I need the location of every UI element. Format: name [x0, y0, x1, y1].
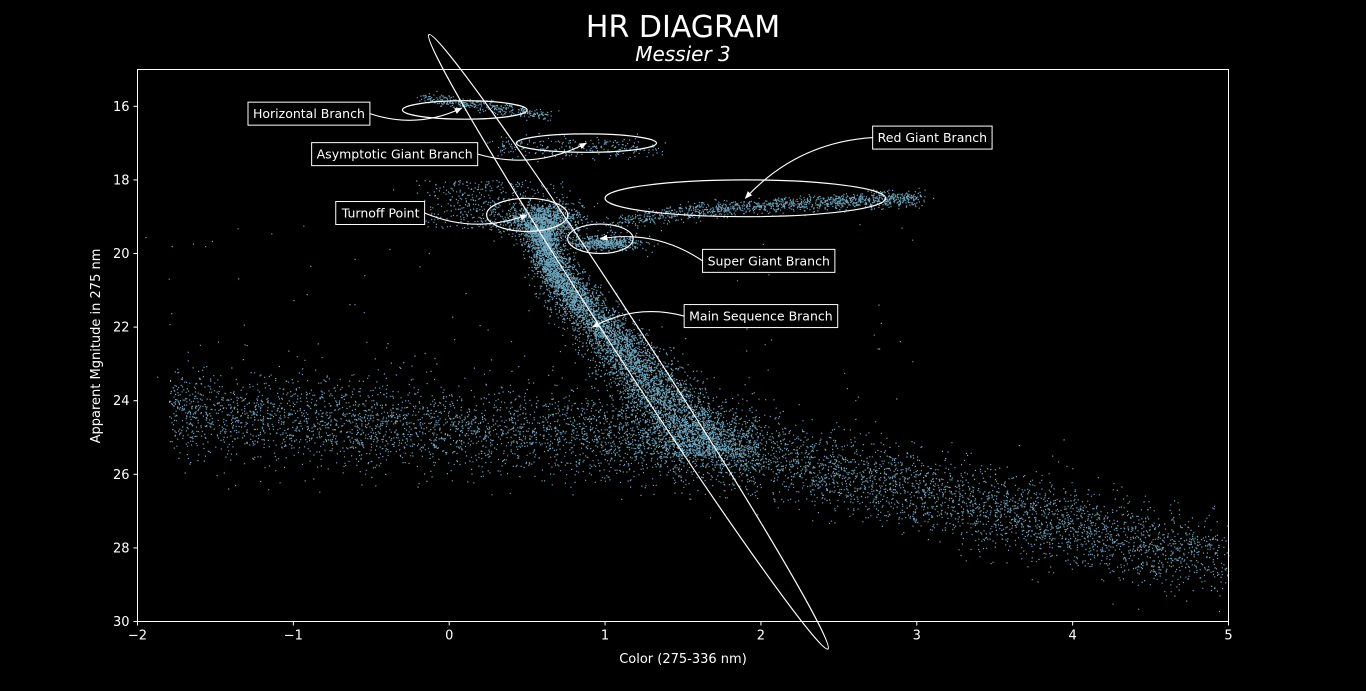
- annotation-ellipse: [515, 133, 658, 153]
- x-tick-label: 1: [601, 629, 609, 644]
- annotation-item: Horizontal Branch: [247, 100, 528, 126]
- annotation-item: Super Giant Branch: [567, 223, 836, 273]
- y-axis-ticks: 16 18 20 22 24 26 28 30: [113, 100, 138, 630]
- x-tick-label: 3: [913, 629, 921, 644]
- annotation-ellipse: [486, 197, 569, 233]
- annotation-label: Horizontal Branch: [253, 106, 365, 121]
- annotation-ellipse: [401, 100, 528, 120]
- branch-annotations: Horizontal Branch Asymptotic Giant Branch…: [247, 33, 993, 650]
- annotation-label: Turnoff Point: [341, 206, 420, 221]
- plot-frame: [137, 69, 1229, 622]
- annotation-ellipse: [604, 179, 887, 218]
- y-tick-label: 16: [113, 100, 130, 115]
- x-axis-label: Color (275-336 nm): [619, 652, 747, 667]
- x-tick-label: 2: [757, 629, 765, 644]
- x-tick-label: 0: [445, 629, 453, 644]
- y-axis-label: Apparent Mgnitude in 275 nm: [89, 249, 104, 444]
- chart-subtitle: Messier 3: [635, 42, 731, 66]
- x-tick-label: −2: [128, 629, 147, 644]
- annotation-arrow: [591, 311, 685, 328]
- annotation-arrow: [424, 212, 528, 225]
- annotation-label: Main Sequence Branch: [689, 309, 833, 324]
- annotation-item: Main Sequence Branch: [427, 33, 839, 650]
- chart-title: HR DIAGRAM: [586, 10, 780, 45]
- y-tick-label: 20: [113, 247, 130, 262]
- y-tick-label: 26: [113, 468, 130, 483]
- x-tick-label: −1: [284, 629, 303, 644]
- x-tick-label: 5: [1224, 629, 1232, 644]
- y-tick-label: 18: [113, 173, 130, 188]
- annotation-arrow: [744, 137, 873, 199]
- annotation-item: Turnoff Point: [335, 197, 569, 233]
- y-tick-label: 28: [113, 541, 130, 556]
- annotation-arrow: [599, 234, 703, 262]
- annotation-ellipse: [567, 223, 634, 255]
- annotation-arrow: [477, 142, 588, 161]
- x-axis-ticks: −2 −1 0 1 2 3 4 5: [128, 621, 1233, 644]
- annotation-item: Asymptotic Giant Branch: [311, 133, 658, 167]
- annotation-label: Red Giant Branch: [878, 130, 987, 145]
- annotation-label: Asymptotic Giant Branch: [317, 147, 473, 162]
- annotation-label: Super Giant Branch: [708, 253, 830, 268]
- x-tick-label: 4: [1069, 629, 1077, 644]
- y-tick-label: 22: [113, 321, 130, 336]
- annotation-ellipse: [427, 33, 829, 650]
- annotation-item: Red Giant Branch: [604, 125, 993, 218]
- y-tick-label: 30: [113, 615, 130, 630]
- y-tick-label: 24: [113, 394, 130, 409]
- annotation-arrow: [369, 107, 463, 121]
